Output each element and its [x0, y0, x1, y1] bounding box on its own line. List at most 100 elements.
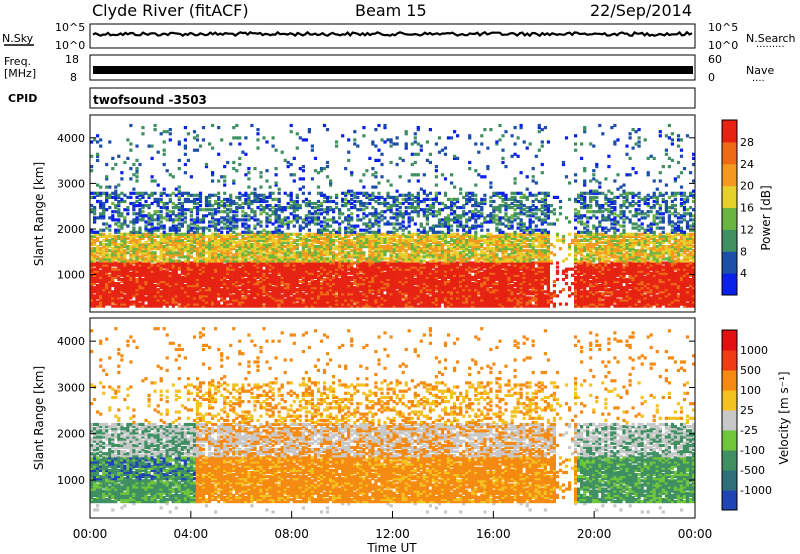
power-cell: [292, 265, 296, 269]
power-cell: [292, 251, 296, 255]
power-cell: [204, 273, 209, 277]
power-cell: [96, 279, 100, 284]
power-cell: [359, 228, 363, 232]
power-cell: [229, 288, 233, 292]
power-cell: [292, 206, 296, 210]
power-cell: [123, 253, 127, 257]
power-cell: [350, 189, 354, 193]
power-cell: [407, 273, 411, 277]
power-cell: [313, 253, 318, 257]
power-cell: [338, 247, 342, 251]
power-cell: [96, 284, 100, 288]
power-cell: [171, 296, 175, 300]
power-cell: [232, 261, 236, 265]
power-cell: [268, 245, 272, 249]
power-cell: [250, 210, 254, 214]
power-cell: [416, 214, 420, 218]
power-cell: [383, 199, 387, 204]
power-cell: [229, 142, 233, 146]
power-cell: [301, 234, 305, 238]
power-cell: [319, 208, 324, 212]
power-cell: [274, 214, 278, 218]
power-cell: [268, 296, 272, 300]
power-cell: [93, 230, 97, 234]
power-cell: [310, 261, 314, 265]
power-cell: [316, 292, 321, 296]
power-cell: [147, 279, 151, 284]
power-cell: [99, 261, 103, 265]
power-cell: [313, 240, 318, 245]
power-cell: [325, 286, 330, 290]
power-cell: [117, 253, 121, 257]
power-cell: [247, 251, 251, 255]
power-cell: [223, 286, 227, 290]
power-cell: [289, 292, 293, 296]
power-cell: [301, 236, 305, 240]
power-cell: [419, 208, 423, 212]
power-cell: [362, 263, 366, 267]
power-cell: [329, 238, 333, 243]
power-cell: [189, 298, 193, 302]
power-cell: [183, 144, 187, 148]
power-cell: [247, 240, 251, 245]
power-cell: [114, 288, 118, 292]
power-cell: [283, 251, 287, 255]
power-cell: [307, 204, 311, 208]
power-cell: [395, 218, 399, 222]
power-cell: [208, 204, 212, 208]
power-cell: [144, 277, 148, 282]
power-cell: [174, 240, 178, 245]
power-cell: [211, 286, 215, 290]
power-cell: [168, 286, 172, 290]
power-cell: [422, 226, 426, 230]
power-cell: [247, 284, 251, 288]
power-cell: [344, 232, 348, 236]
power-cell: [392, 275, 396, 279]
power-cell: [310, 292, 314, 296]
power-cell: [310, 243, 314, 247]
power-cell: [150, 282, 154, 286]
power-cell: [344, 167, 348, 171]
power-cell: [96, 199, 100, 204]
power-cell: [347, 218, 351, 222]
power-cell: [189, 277, 193, 282]
power-cell: [123, 243, 127, 247]
power-cell: [186, 238, 190, 243]
power-cell: [96, 271, 100, 275]
power-cell: [265, 204, 269, 208]
power-cell: [380, 284, 384, 288]
power-cell: [316, 171, 321, 175]
power-cell: [189, 294, 193, 298]
power-cell: [398, 304, 402, 308]
power-cell: [286, 206, 290, 210]
power-cell: [380, 298, 384, 302]
power-cell: [380, 249, 384, 253]
power-cell: [313, 275, 318, 279]
power-cell: [410, 257, 414, 261]
power-cell: [204, 265, 209, 269]
power-cell: [359, 284, 363, 288]
power-cell: [389, 140, 393, 144]
power-cell: [419, 243, 423, 247]
power-cell: [132, 271, 136, 275]
power-cell: [214, 218, 218, 222]
power-cell: [365, 257, 369, 261]
power-cell: [413, 304, 417, 308]
power-cell: [322, 292, 327, 296]
power-cell: [259, 279, 263, 284]
power-cell: [192, 286, 197, 290]
power-cell: [274, 300, 278, 304]
power-cell: [229, 222, 233, 226]
power-cell: [377, 236, 381, 240]
power-cell: [183, 271, 187, 275]
power-cell: [298, 238, 302, 243]
power-cell: [238, 240, 242, 245]
power-cell: [168, 247, 172, 251]
power-cell: [313, 294, 318, 298]
power-cell: [292, 263, 296, 267]
power-cell: [277, 243, 281, 247]
power-cell: [295, 304, 299, 308]
power-cell: [313, 304, 318, 308]
power-cell: [226, 253, 230, 257]
power-cell: [223, 275, 227, 279]
